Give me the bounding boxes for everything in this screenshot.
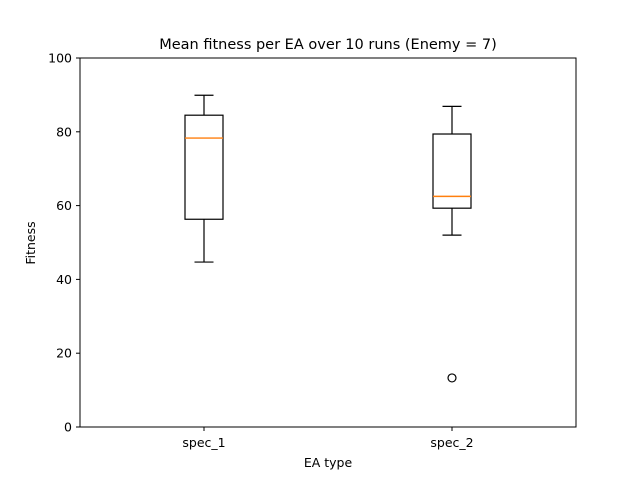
chart-title: Mean fitness per EA over 10 runs (Enemy …: [159, 37, 497, 53]
y-tick-label: 20: [56, 346, 72, 361]
outlier-point: [447, 373, 457, 383]
box-iqr: [432, 133, 472, 209]
x-axis-label: EA type: [304, 455, 353, 470]
y-tick-label: 80: [56, 124, 72, 139]
box-iqr: [184, 114, 224, 220]
y-axis-label: Fitness: [23, 221, 38, 264]
y-tick-label: 100: [48, 51, 72, 66]
y-tick-label: 0: [64, 420, 72, 435]
y-tick-label: 40: [56, 272, 72, 287]
x-tick-label: spec_1: [182, 435, 225, 450]
x-tick-label: spec_2: [430, 435, 473, 450]
plot-frame: [79, 57, 577, 428]
y-tick-label: 60: [56, 198, 72, 213]
